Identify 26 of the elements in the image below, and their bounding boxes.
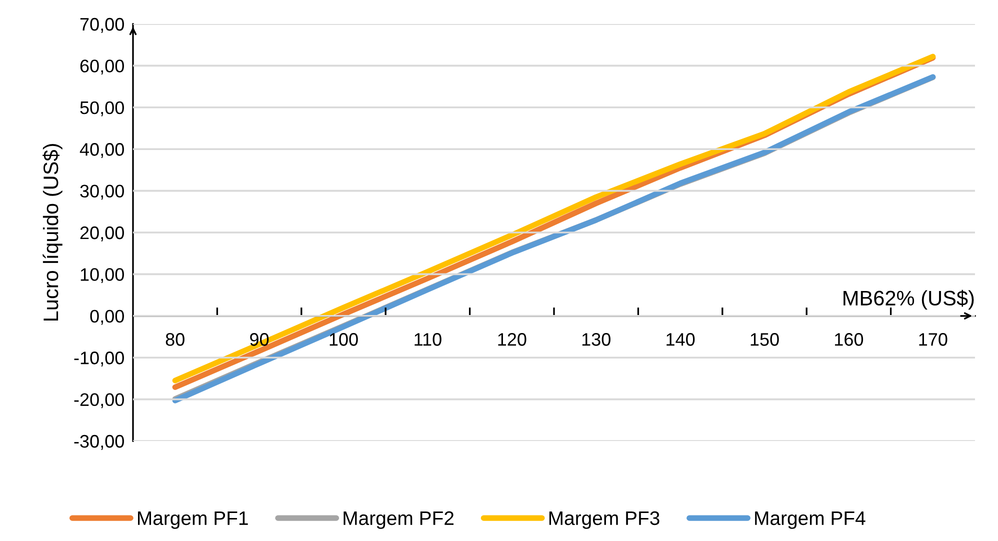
- y-tick-label: -10,00: [74, 352, 124, 366]
- y-tick-label: 30,00: [80, 184, 124, 200]
- x-tick-label: 120: [498, 333, 526, 346]
- x-tick-label: 160: [835, 333, 864, 346]
- y-tick-label: 60,00: [80, 60, 124, 75]
- legend-label: Margem PF1: [138, 512, 248, 529]
- x-tick-label: 150: [750, 333, 779, 346]
- y-tick-label: -20,00: [74, 393, 124, 408]
- x-axis-title: MB62% (US$): [844, 290, 974, 310]
- legend-label: Margem PF2: [344, 511, 454, 529]
- y-tick-label: 50,00: [80, 101, 124, 116]
- y-tick-label: -30,00: [74, 434, 124, 450]
- x-tick-label: 170: [919, 333, 948, 346]
- y-tick-label: 20,00: [80, 226, 124, 242]
- x-tick-label: 130: [582, 333, 610, 346]
- y-tick-label: 10,00: [80, 268, 124, 284]
- x-tick-label: 140: [666, 333, 695, 346]
- legend-label: Margem PF3: [549, 511, 660, 529]
- x-tick-label: 80: [166, 333, 184, 346]
- x-tick-label: 110: [414, 333, 442, 346]
- y-tick-label: 0,00: [90, 310, 124, 325]
- y-tick-label: 40,00: [80, 143, 124, 158]
- legend-label: Margem PF4: [755, 512, 866, 529]
- y-tick-label: 70,00: [80, 18, 124, 33]
- y-axis-title: Lucro líquido (US$): [42, 144, 62, 321]
- x-tick-label: 100: [330, 333, 358, 346]
